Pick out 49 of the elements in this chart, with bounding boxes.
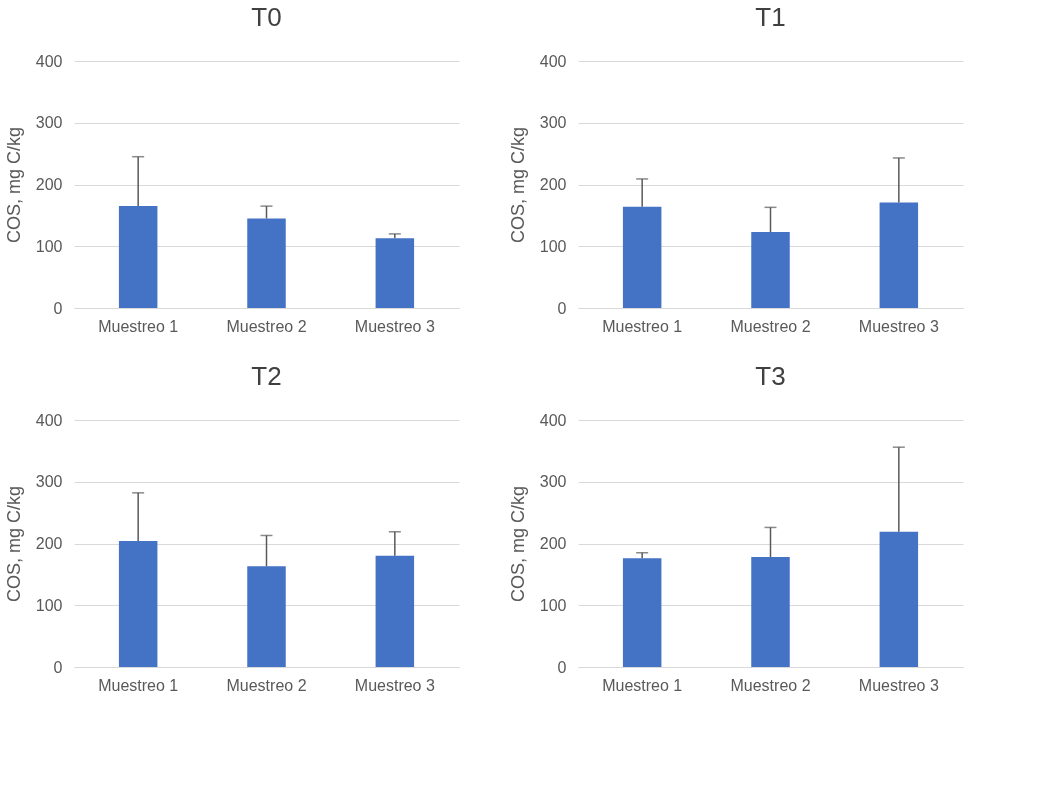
- x-tick-label: Muestreo 2: [730, 676, 811, 694]
- x-tick-label: Muestreo 1: [602, 317, 683, 335]
- y-tick-label: 400: [35, 411, 63, 429]
- y-tick-label: 200: [539, 176, 567, 193]
- x-tick-label: Muestreo 3: [354, 676, 435, 694]
- bar: [118, 206, 158, 308]
- y-tick-label: 300: [35, 114, 63, 132]
- y-axis-title: COS, mg C/kg: [3, 485, 24, 603]
- bar: [118, 541, 158, 667]
- x-tick-label: Muestreo 2: [226, 317, 307, 335]
- y-tick-label: 200: [35, 176, 63, 193]
- y-tick-label: 0: [557, 299, 567, 317]
- chart-title: T2: [251, 361, 282, 391]
- y-tick-label: 200: [35, 535, 63, 552]
- bar: [879, 202, 919, 308]
- x-tick-label: Muestreo 1: [98, 317, 179, 335]
- chart-title: T1: [755, 2, 786, 32]
- chart-title: T0: [251, 2, 282, 32]
- y-tick-label: 300: [539, 473, 567, 491]
- y-tick-label: 300: [35, 473, 63, 491]
- chart-title: T3: [755, 361, 786, 391]
- y-tick-label: 200: [539, 535, 567, 552]
- y-tick-label: 300: [539, 114, 567, 132]
- bar: [751, 232, 790, 308]
- x-tick-label: Muestreo 3: [354, 317, 435, 335]
- y-tick-label: 100: [539, 596, 567, 614]
- x-tick-label: Muestreo 1: [98, 676, 179, 694]
- y-tick-label: 0: [557, 658, 567, 676]
- bar: [247, 566, 286, 667]
- y-tick-label: 100: [35, 596, 63, 614]
- bar: [375, 555, 415, 667]
- y-tick-label: 400: [539, 411, 567, 429]
- bar: [247, 218, 286, 308]
- x-tick-label: Muestreo 3: [858, 676, 939, 694]
- bar: [375, 238, 415, 308]
- bar: [622, 206, 662, 308]
- x-tick-label: Muestreo 2: [730, 317, 811, 335]
- y-axis-title: COS, mg C/kg: [507, 126, 528, 244]
- x-tick-label: Muestreo 2: [226, 676, 307, 694]
- y-tick-label: 100: [35, 237, 63, 255]
- x-tick-label: Muestreo 3: [858, 317, 939, 335]
- x-tick-label: Muestreo 1: [602, 676, 683, 694]
- y-tick-label: 400: [539, 52, 567, 70]
- y-tick-label: 0: [53, 299, 63, 317]
- y-tick-label: 100: [539, 237, 567, 255]
- y-axis-title: COS, mg C/kg: [3, 126, 24, 244]
- y-tick-label: 0: [53, 658, 63, 676]
- y-tick-label: 400: [35, 52, 63, 70]
- y-axis-title: COS, mg C/kg: [507, 485, 528, 603]
